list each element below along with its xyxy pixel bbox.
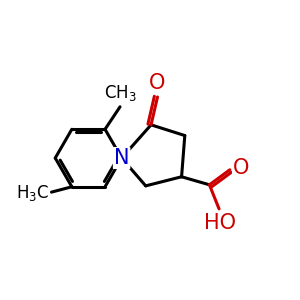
Text: HO: HO — [204, 213, 236, 233]
Text: O: O — [149, 73, 166, 93]
Text: N: N — [114, 148, 129, 168]
Text: CH$_3$: CH$_3$ — [103, 83, 136, 103]
Text: O: O — [233, 158, 249, 178]
Text: H$_3$C: H$_3$C — [16, 183, 49, 203]
